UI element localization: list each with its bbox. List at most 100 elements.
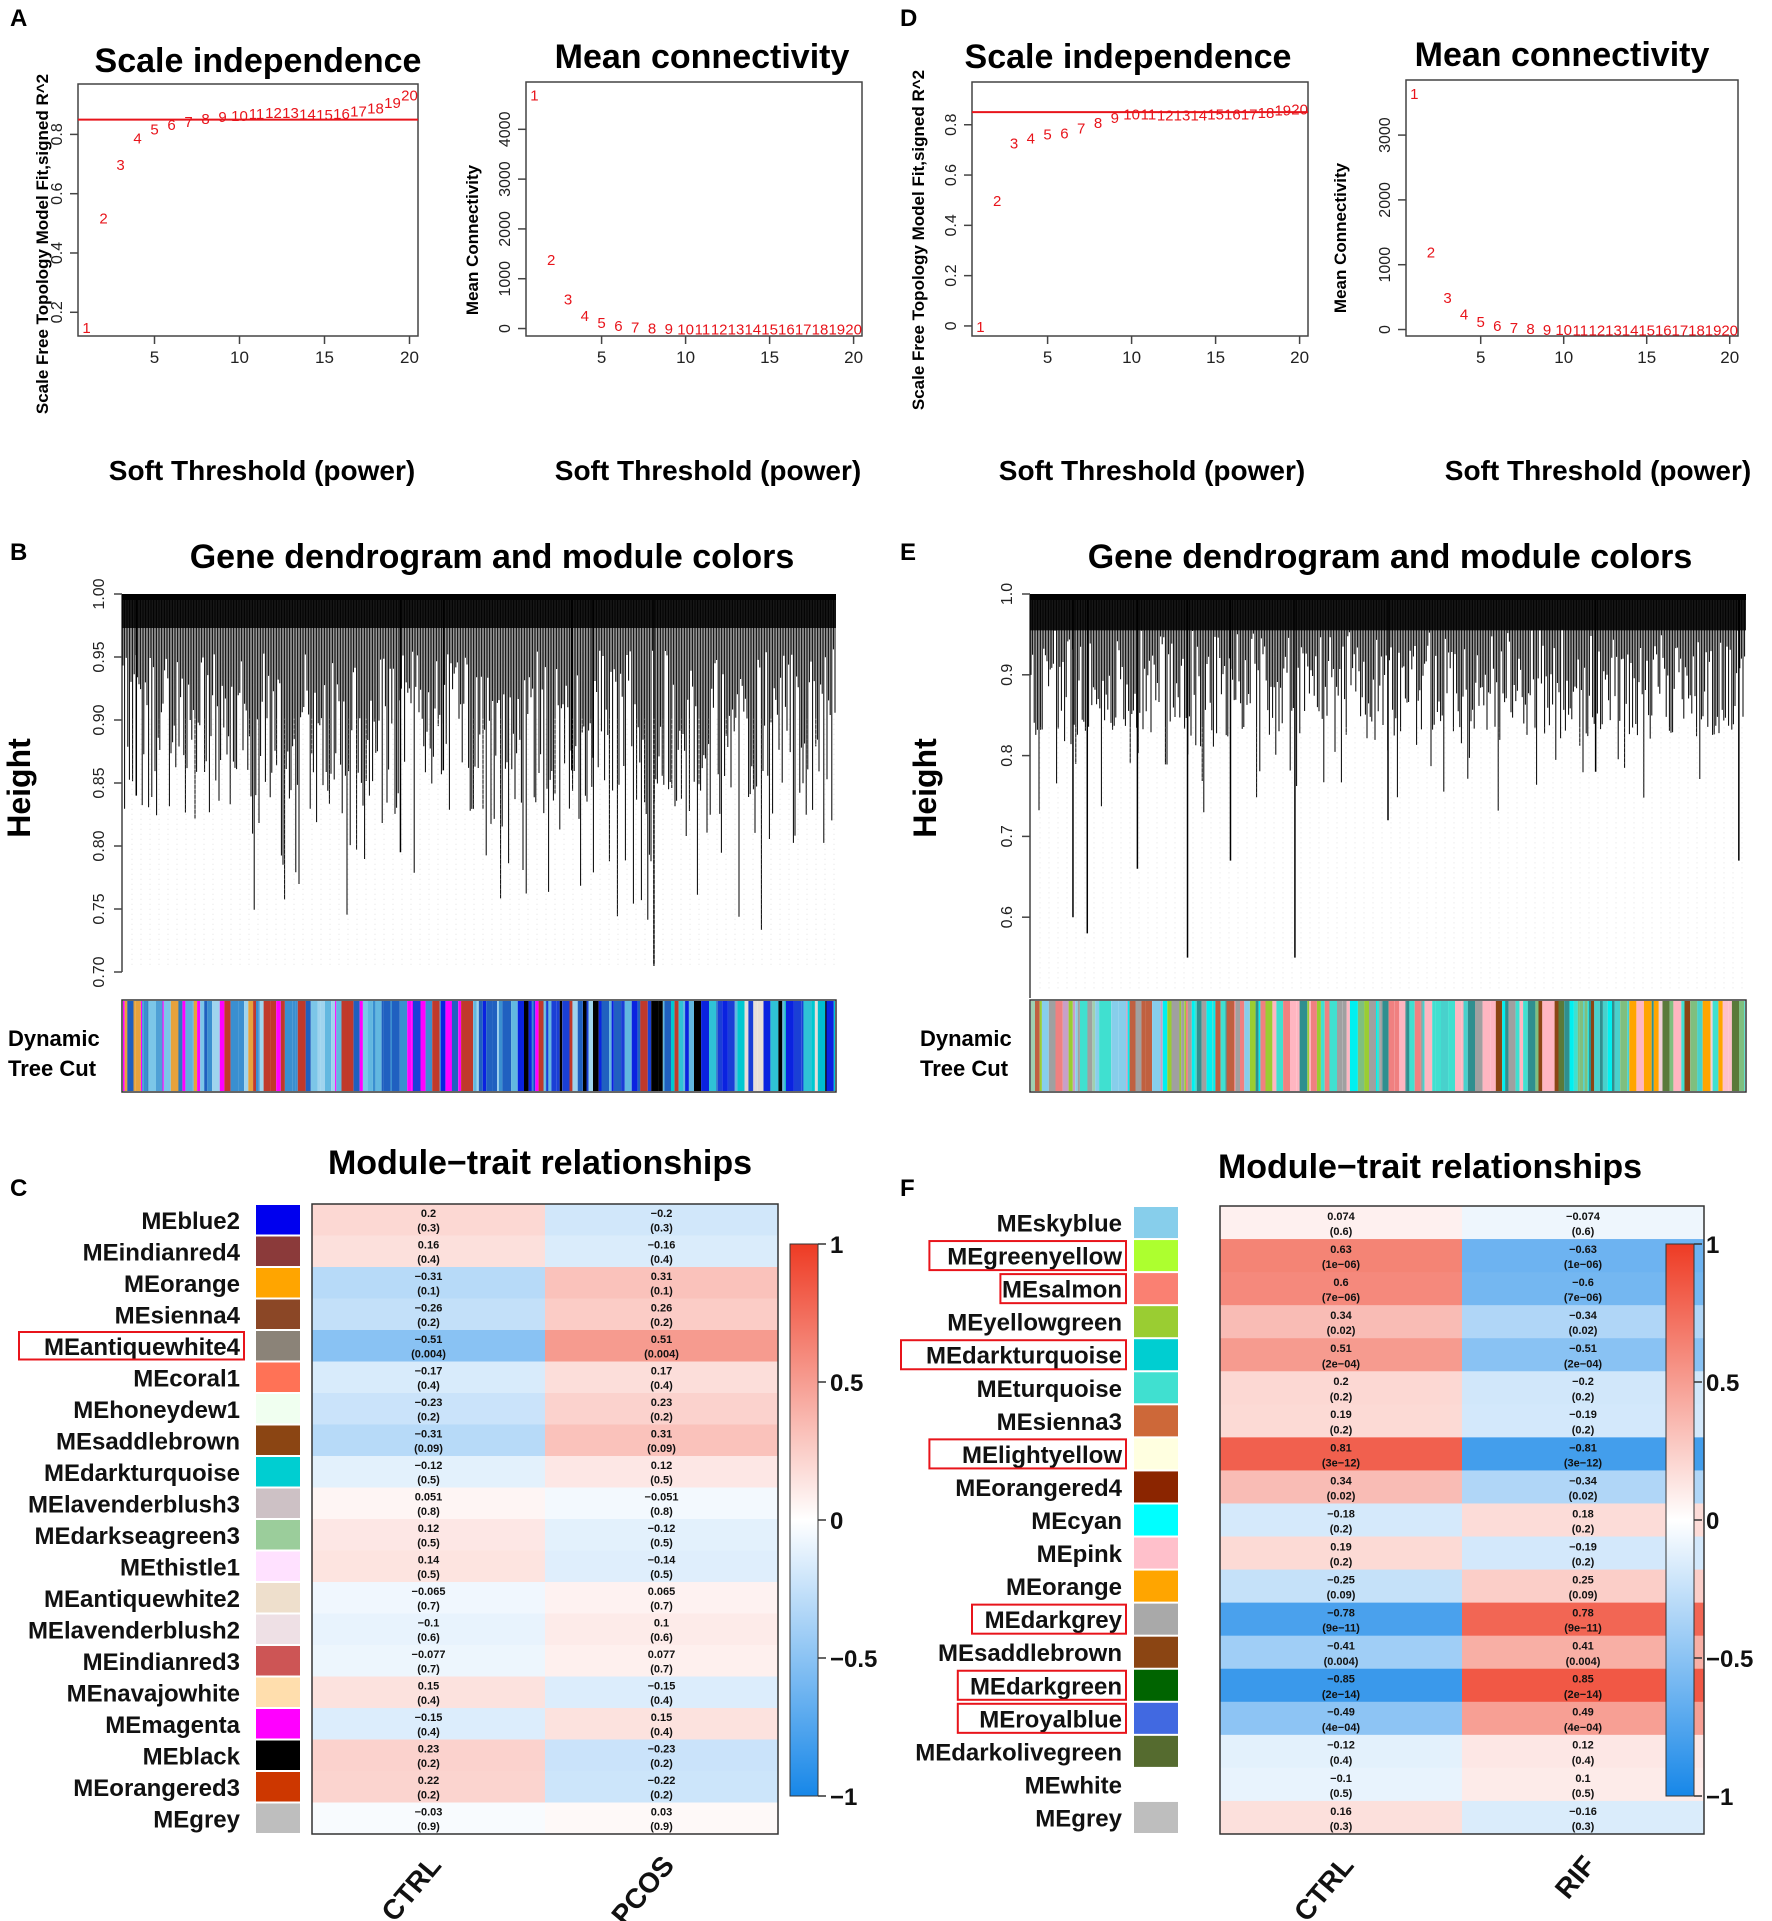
c-colorscale-label: −0.5 bbox=[830, 1646, 877, 1673]
f-column-label: RIF bbox=[1549, 1850, 1602, 1904]
f-cell bbox=[1462, 1800, 1704, 1835]
a-mean-ytick-label: 0 bbox=[497, 324, 514, 333]
c-cell-pvalue: (0.2) bbox=[417, 1412, 440, 1424]
c-cell-value: 0.31 bbox=[651, 1271, 672, 1283]
f-module-swatch bbox=[1134, 1207, 1178, 1239]
c-cell bbox=[545, 1424, 778, 1457]
e-module-strip bbox=[1388, 1001, 1395, 1091]
f-cell bbox=[1462, 1734, 1704, 1769]
b-module-strip bbox=[593, 1001, 599, 1091]
a-scale-point: 11 bbox=[249, 106, 265, 123]
b-ytick-label: 0.90 bbox=[91, 704, 108, 735]
b-module-strip bbox=[588, 1001, 593, 1091]
a-mean-point: 10 bbox=[677, 321, 694, 338]
d-scale-point: 9 bbox=[1111, 110, 1119, 127]
e-module-strip bbox=[1394, 1001, 1400, 1091]
f-cell-value: 0.1 bbox=[1575, 1773, 1590, 1785]
c-cell bbox=[312, 1676, 545, 1709]
e-module-strip bbox=[1542, 1001, 1549, 1091]
e-leaf-guides bbox=[1039, 727, 1743, 992]
d-scale-point: 6 bbox=[1060, 125, 1068, 142]
f-cell-pvalue: (0.09) bbox=[1569, 1590, 1598, 1602]
f-cell-value: 0.81 bbox=[1330, 1442, 1351, 1454]
e-ylabel: Height bbox=[907, 738, 943, 838]
c-cell-pvalue: (0.2) bbox=[417, 1790, 440, 1802]
a-mean-point: 19 bbox=[828, 322, 845, 339]
a-scale-xtick-label: 20 bbox=[400, 348, 419, 367]
c-cell bbox=[312, 1582, 545, 1614]
f-cell-value: 0.63 bbox=[1330, 1244, 1351, 1256]
e-module-strip bbox=[1260, 1001, 1266, 1091]
b-module-strip bbox=[432, 1001, 440, 1091]
c-cell-pvalue: (0.7) bbox=[650, 1664, 673, 1676]
b-module-strip bbox=[451, 1001, 459, 1091]
f-module-swatch bbox=[1134, 1669, 1178, 1701]
a-mean-xlabel: Soft Threshold (power) bbox=[555, 455, 861, 486]
c-cell bbox=[545, 1267, 778, 1299]
c-cell bbox=[545, 1361, 778, 1394]
d-scale-point: 11 bbox=[1141, 106, 1157, 123]
e-module-strip bbox=[1048, 1001, 1056, 1091]
b-module-strip bbox=[331, 1001, 336, 1091]
f-module-swatch bbox=[1134, 1372, 1178, 1404]
b-module-strip bbox=[528, 1001, 532, 1091]
a-mean-point: 5 bbox=[597, 315, 605, 332]
d-mean-ytick-label: 0 bbox=[1377, 325, 1394, 334]
a-mean-xtick-label: 10 bbox=[676, 348, 695, 367]
a-mean-plot-frame bbox=[525, 81, 863, 337]
d-scale-point: 18 bbox=[1258, 105, 1275, 122]
f-cell-pvalue: (2e−14) bbox=[1564, 1689, 1603, 1701]
b-module-strip bbox=[359, 1001, 363, 1091]
b-module-strip bbox=[147, 1001, 149, 1091]
f-colorscale-label: 0.5 bbox=[1706, 1370, 1739, 1397]
f-highlight-box bbox=[999, 1273, 1128, 1305]
b-module-strip bbox=[399, 1001, 408, 1091]
e-module-strip bbox=[1684, 1001, 1691, 1091]
b-branches bbox=[122, 594, 836, 930]
f-cell-value: 0.25 bbox=[1572, 1574, 1593, 1586]
b-module-strip bbox=[185, 1001, 193, 1091]
d-scale-point: 2 bbox=[993, 193, 1001, 210]
f-cell-pvalue: (0.4) bbox=[1330, 1755, 1353, 1767]
e-module-strip bbox=[1181, 1001, 1185, 1091]
b-module-strip bbox=[140, 1001, 142, 1091]
c-module-swatch bbox=[256, 1772, 300, 1802]
f-cell-pvalue: (0.6) bbox=[1330, 1226, 1353, 1238]
b-module-strip bbox=[814, 1001, 818, 1091]
c-cell bbox=[545, 1739, 778, 1772]
d-scale-ytick-label: 0.2 bbox=[943, 264, 960, 286]
e-module-strip bbox=[1455, 1001, 1462, 1091]
d-scale-point: 19 bbox=[1274, 103, 1291, 120]
b-ytick-label: 1.00 bbox=[91, 578, 108, 609]
a-scale-point: 3 bbox=[116, 157, 124, 174]
b-module-strip bbox=[305, 1001, 311, 1091]
e-module-strip bbox=[1141, 1001, 1146, 1091]
a-mean-ytick-label: 1000 bbox=[497, 261, 514, 297]
a-scale-xlabel: Soft Threshold (power) bbox=[109, 455, 415, 486]
c-cell-value: 0.23 bbox=[651, 1397, 672, 1409]
c-cell-pvalue: (0.2) bbox=[650, 1412, 673, 1424]
c-module-swatch bbox=[256, 1488, 300, 1518]
e-module-strip bbox=[1185, 1001, 1188, 1091]
b-module-strip bbox=[353, 1001, 360, 1091]
c-cell-value: 0.17 bbox=[651, 1366, 672, 1378]
b-module-strip bbox=[647, 1001, 652, 1091]
c-colorscale-label: −1 bbox=[830, 1784, 857, 1811]
c-cell-pvalue: (0.5) bbox=[650, 1538, 673, 1550]
c-cell bbox=[545, 1771, 778, 1803]
f-cell bbox=[1220, 1800, 1462, 1835]
c-cell-pvalue: (0.6) bbox=[650, 1632, 673, 1644]
f-cell-pvalue: (0.2) bbox=[1572, 1524, 1595, 1536]
d-mean-point: 20 bbox=[1721, 323, 1738, 340]
c-module-swatch bbox=[256, 1583, 300, 1613]
e-module-strip bbox=[1599, 1001, 1603, 1091]
c-row-label: MEgrey bbox=[153, 1806, 240, 1833]
a-mean-point: 12 bbox=[711, 321, 728, 338]
d-scale-point: 17 bbox=[1241, 106, 1258, 123]
a-mean-point: 18 bbox=[812, 322, 829, 339]
c-row-label: MEantiquewhite4 bbox=[44, 1334, 241, 1361]
a-scale-point: 4 bbox=[133, 130, 141, 147]
d-mean-point: 14 bbox=[1622, 322, 1639, 339]
b-ylabel: Height bbox=[1, 738, 37, 838]
d-mean-plot-frame bbox=[1405, 79, 1739, 337]
